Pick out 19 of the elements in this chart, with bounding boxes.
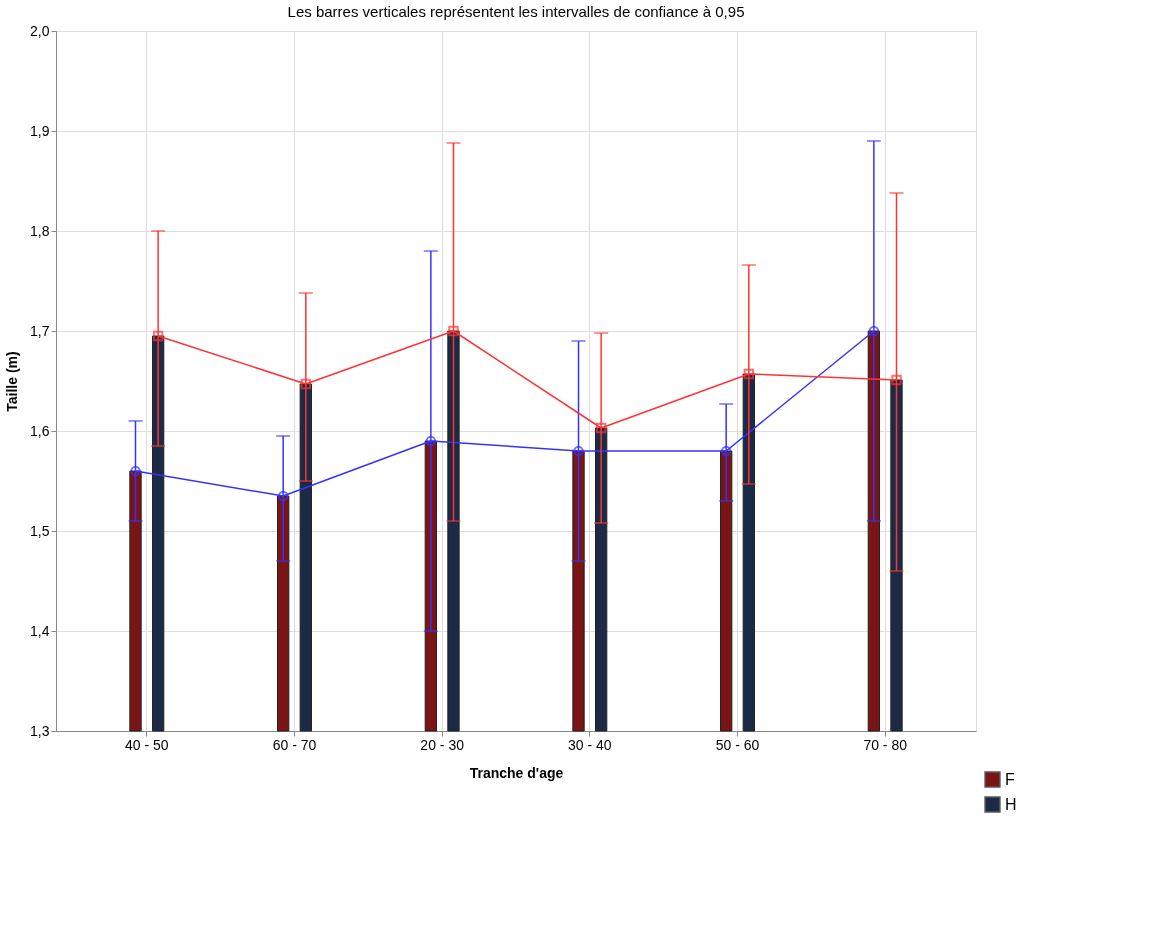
y-tick-label: 1,6 — [30, 422, 50, 439]
y-tick-label: 1,8 — [30, 222, 50, 239]
x-axis-title: Tranche d'age — [469, 764, 564, 781]
chart-title: Les barres verticales représentent les intervalles de confiance à 0,95 — [287, 3, 745, 20]
x-tick-label: 40 - 50 — [125, 736, 169, 753]
x-tick-label: 50 - 60 — [715, 736, 760, 753]
y-axis-title: Taille (m) — [4, 351, 21, 412]
x-tick-label: 20 - 30 — [420, 736, 465, 753]
x-tick-label: 30 - 40 — [568, 736, 612, 753]
y-tick-label: 1,9 — [30, 122, 50, 139]
legend-label: F — [1005, 770, 1015, 788]
x-tick-label: 70 - 80 — [863, 736, 908, 753]
y-tick-label: 1,4 — [30, 622, 50, 639]
y-tick-label: 1,7 — [30, 322, 50, 339]
x-tick-label: 60 - 70 — [272, 736, 317, 753]
y-tick-label: 2,0 — [30, 22, 50, 39]
y-tick-label: 1,3 — [30, 722, 50, 739]
y-tick-label: 1,5 — [30, 522, 50, 539]
legend-label: H — [1005, 795, 1017, 813]
